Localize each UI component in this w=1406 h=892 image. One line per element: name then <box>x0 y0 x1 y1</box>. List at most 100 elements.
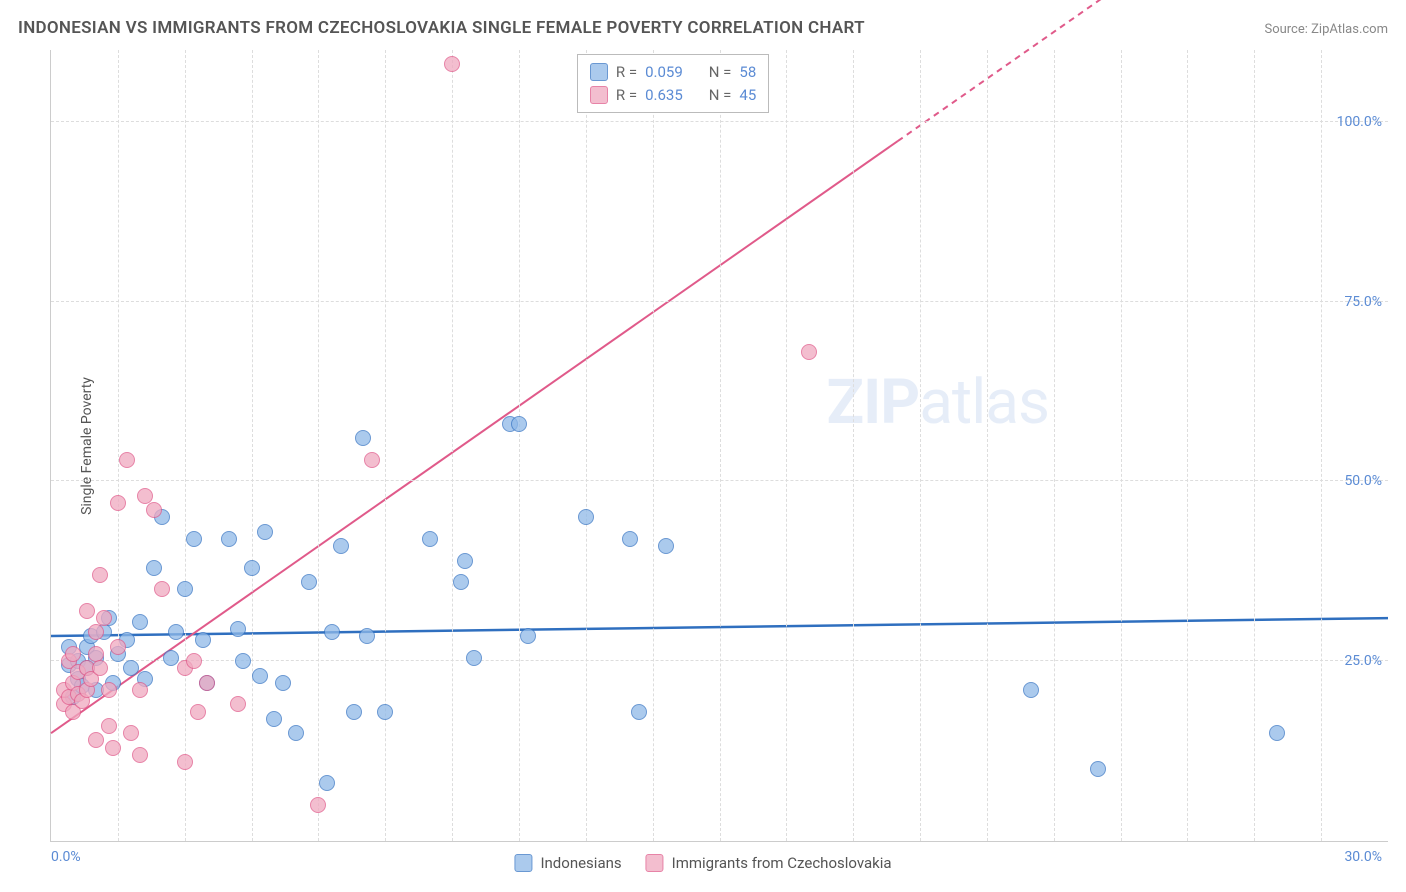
legend-swatch-icon <box>514 854 532 872</box>
data-point <box>177 581 193 597</box>
data-point <box>79 603 95 619</box>
y-tick-label: 25.0% <box>1344 653 1382 669</box>
data-point <box>195 632 211 648</box>
watermark: ZIPatlas <box>826 366 1049 439</box>
bottom-legend: Indonesians Immigrants from Czechoslovak… <box>514 854 891 872</box>
data-point <box>266 711 282 727</box>
x-tick-label: 30.0% <box>1344 849 1382 865</box>
data-point <box>511 416 527 432</box>
data-point <box>333 538 349 554</box>
gridline-v <box>586 50 587 841</box>
gridline-v <box>653 50 654 841</box>
data-point <box>92 660 108 676</box>
data-point <box>422 531 438 547</box>
data-point <box>96 610 112 626</box>
data-point <box>119 452 135 468</box>
legend-n-label: N = <box>709 61 732 84</box>
data-point <box>444 56 460 72</box>
legend-r-value: 0.059 <box>645 61 683 84</box>
legend-swatch-icon <box>590 86 608 104</box>
legend-label: Immigrants from Czechoslovakia <box>672 854 892 872</box>
data-point <box>1023 682 1039 698</box>
data-point <box>101 718 117 734</box>
data-point <box>177 754 193 770</box>
data-point <box>310 797 326 813</box>
legend-row: R =0.635N =45 <box>590 84 756 107</box>
plot-container: ZIPatlas 25.0%50.0%75.0%100.0%0.0%30.0%R… <box>50 50 1388 842</box>
gridline-v <box>1254 50 1255 841</box>
legend-n-label: N = <box>709 84 732 107</box>
gridline-v <box>385 50 386 841</box>
gridline-v <box>519 50 520 841</box>
legend-r-label: R = <box>616 84 637 107</box>
data-point <box>301 574 317 590</box>
source-attribution: Source: ZipAtlas.com <box>1264 22 1388 37</box>
legend-row: R = 0.059 N = 58 <box>590 61 756 84</box>
data-point <box>324 624 340 640</box>
data-point <box>364 452 380 468</box>
legend-swatch-icon <box>590 63 608 81</box>
data-point <box>377 704 393 720</box>
data-point <box>186 531 202 547</box>
data-point <box>230 621 246 637</box>
data-point <box>658 538 674 554</box>
gridline-v <box>252 50 253 841</box>
data-point <box>154 581 170 597</box>
gridline-v <box>318 50 319 841</box>
data-point <box>105 740 121 756</box>
x-tick-label: 0.0% <box>51 849 81 865</box>
legend-item-czechoslovakia: Immigrants from Czechoslovakia <box>646 854 892 872</box>
legend-r-value: 0.635 <box>645 84 683 107</box>
data-point <box>110 639 126 655</box>
data-point <box>631 704 647 720</box>
data-point <box>110 495 126 511</box>
data-point <box>221 531 237 547</box>
data-point <box>244 560 260 576</box>
data-point <box>288 725 304 741</box>
legend-item-indonesians: Indonesians <box>514 854 621 872</box>
data-point <box>101 682 117 698</box>
data-point <box>88 732 104 748</box>
data-point <box>319 775 335 791</box>
data-point <box>186 653 202 669</box>
gridline-v <box>185 50 186 841</box>
data-point <box>132 747 148 763</box>
data-point <box>1269 725 1285 741</box>
legend-n-value: 58 <box>739 61 756 84</box>
data-point <box>230 696 246 712</box>
gridline-v <box>920 50 921 841</box>
data-point <box>92 567 108 583</box>
data-point <box>190 704 206 720</box>
data-point <box>453 574 469 590</box>
y-tick-label: 100.0% <box>1337 114 1382 130</box>
data-point <box>252 668 268 684</box>
data-point <box>132 682 148 698</box>
legend-swatch-icon <box>646 854 664 872</box>
gridline-v <box>720 50 721 841</box>
data-point <box>457 553 473 569</box>
gridline-v <box>1187 50 1188 841</box>
data-point <box>88 624 104 640</box>
data-point <box>123 725 139 741</box>
legend-r-label: R = <box>616 61 637 84</box>
data-point <box>137 488 153 504</box>
data-point <box>466 650 482 666</box>
scatter-plot: ZIPatlas 25.0%50.0%75.0%100.0%0.0%30.0%R… <box>50 50 1388 842</box>
gridline-v <box>1121 50 1122 841</box>
data-point <box>359 628 375 644</box>
data-point <box>146 502 162 518</box>
y-tick-label: 75.0% <box>1344 294 1382 310</box>
data-point <box>801 344 817 360</box>
data-point <box>168 624 184 640</box>
data-point <box>199 675 215 691</box>
data-point <box>235 653 251 669</box>
data-point <box>355 430 371 446</box>
gridline-v <box>1321 50 1322 841</box>
data-point <box>257 524 273 540</box>
gridline-v <box>452 50 453 841</box>
data-point <box>1090 761 1106 777</box>
chart-title: INDONESIAN VS IMMIGRANTS FROM CZECHOSLOV… <box>18 18 865 38</box>
data-point <box>275 675 291 691</box>
data-point <box>520 628 536 644</box>
gridline-v <box>786 50 787 841</box>
